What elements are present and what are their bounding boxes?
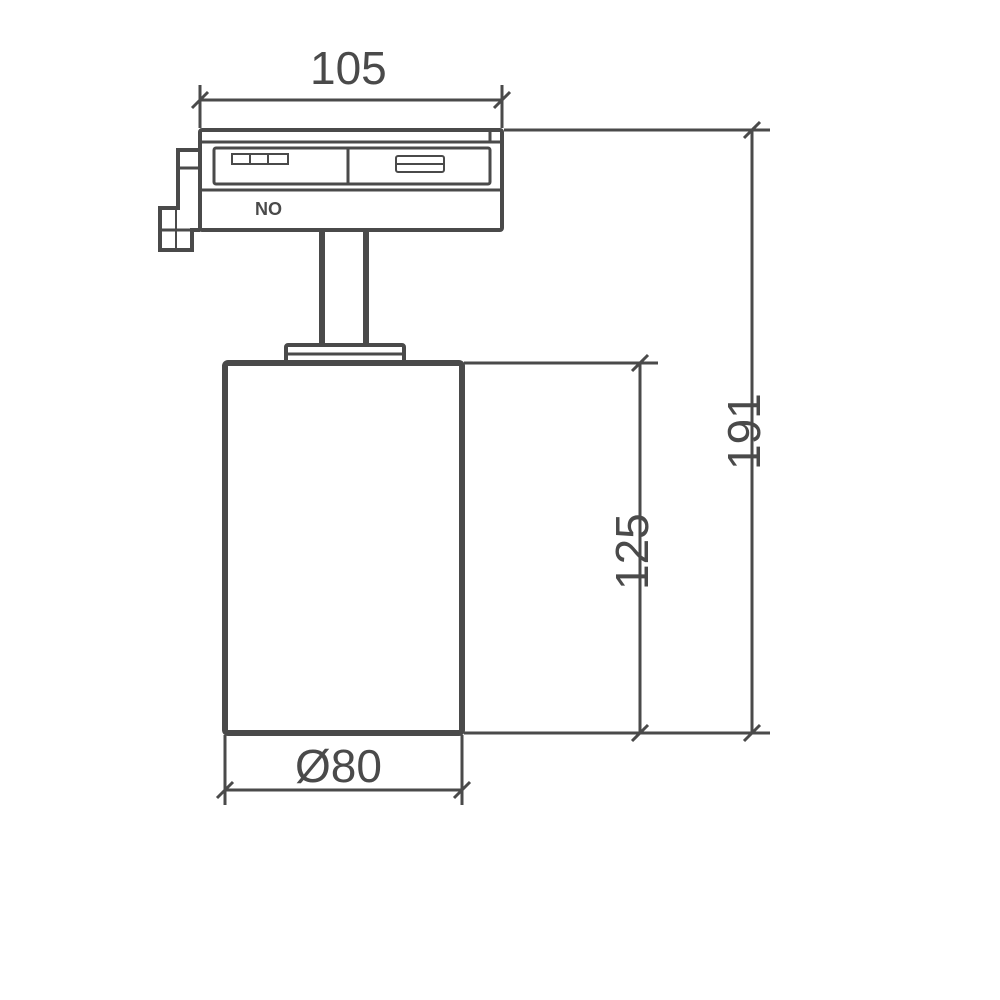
dim-80-label: Ø80 [295, 740, 382, 792]
dimension-height-191: 191 [504, 122, 770, 741]
dim-191-label: 191 [718, 393, 770, 470]
dimension-top-105: 105 [192, 42, 510, 128]
connector-assembly: ON [160, 130, 502, 250]
on-label: ON [255, 198, 282, 218]
dimension-diameter-80: Ø80 [217, 735, 470, 805]
stem [286, 230, 404, 363]
cylinder-body [225, 363, 462, 733]
technical-drawing: ON 105 Ø80 [0, 0, 1000, 1000]
dim-125-label: 125 [606, 513, 658, 590]
dim-105-label: 105 [310, 42, 387, 94]
